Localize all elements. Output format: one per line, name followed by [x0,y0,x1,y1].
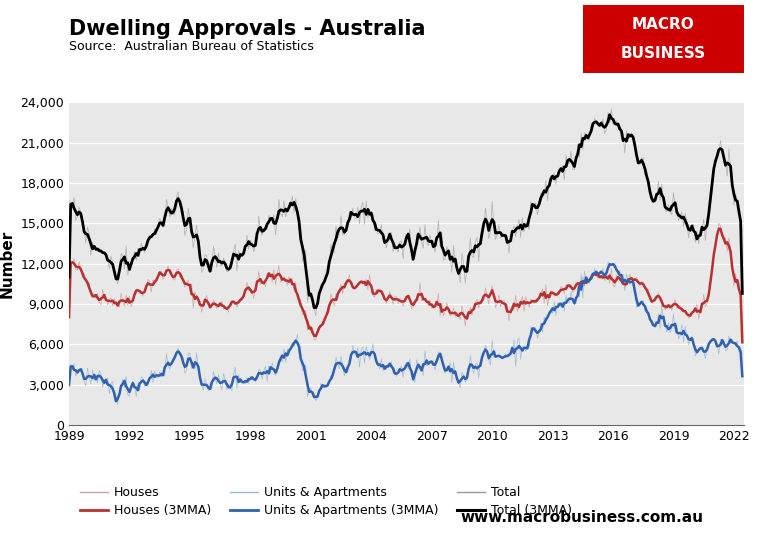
Text: MACRO: MACRO [632,17,695,32]
Text: Dwelling Approvals - Australia: Dwelling Approvals - Australia [69,19,426,39]
Legend: Houses, Houses (3MMA), Units & Apartments, Units & Apartments (3MMA), Total, Tot: Houses, Houses (3MMA), Units & Apartment… [75,481,577,522]
Text: BUSINESS: BUSINESS [621,46,706,61]
Y-axis label: Number: Number [0,230,15,298]
Text: Source:  Australian Bureau of Statistics: Source: Australian Bureau of Statistics [69,40,314,53]
Text: www.macrobusiness.com.au: www.macrobusiness.com.au [460,509,703,525]
